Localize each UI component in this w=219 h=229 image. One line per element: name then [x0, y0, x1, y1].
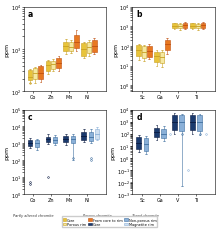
Y-axis label: ppm: ppm: [110, 145, 115, 159]
Y-axis label: ppm: ppm: [4, 145, 9, 159]
FancyBboxPatch shape: [87, 42, 91, 54]
FancyBboxPatch shape: [53, 138, 57, 144]
FancyBboxPatch shape: [178, 25, 182, 29]
FancyBboxPatch shape: [33, 69, 37, 80]
FancyBboxPatch shape: [165, 41, 170, 51]
FancyBboxPatch shape: [51, 61, 55, 69]
Text: Partly altered chromite: Partly altered chromite: [13, 213, 54, 217]
FancyBboxPatch shape: [81, 133, 86, 141]
FancyBboxPatch shape: [179, 116, 184, 131]
FancyBboxPatch shape: [71, 137, 75, 143]
Text: a: a: [28, 10, 33, 19]
FancyBboxPatch shape: [197, 116, 202, 131]
FancyBboxPatch shape: [81, 44, 86, 56]
FancyBboxPatch shape: [201, 24, 205, 29]
FancyBboxPatch shape: [38, 67, 43, 80]
FancyBboxPatch shape: [64, 42, 68, 52]
FancyBboxPatch shape: [154, 52, 159, 63]
FancyBboxPatch shape: [172, 115, 177, 131]
FancyBboxPatch shape: [172, 25, 177, 29]
FancyBboxPatch shape: [136, 46, 141, 57]
FancyBboxPatch shape: [190, 115, 195, 131]
FancyBboxPatch shape: [28, 140, 32, 146]
FancyBboxPatch shape: [46, 62, 50, 72]
Text: c: c: [28, 113, 32, 122]
FancyBboxPatch shape: [144, 139, 148, 151]
FancyBboxPatch shape: [95, 129, 99, 139]
FancyBboxPatch shape: [196, 25, 200, 29]
FancyBboxPatch shape: [190, 25, 195, 29]
Y-axis label: ppm: ppm: [4, 43, 9, 57]
Text: d: d: [136, 113, 142, 122]
Y-axis label: ppm: ppm: [113, 43, 118, 57]
FancyBboxPatch shape: [46, 137, 50, 142]
FancyBboxPatch shape: [92, 41, 97, 53]
FancyBboxPatch shape: [74, 35, 79, 49]
Text: b: b: [136, 10, 142, 19]
FancyBboxPatch shape: [69, 43, 73, 52]
FancyBboxPatch shape: [147, 46, 152, 58]
FancyBboxPatch shape: [183, 24, 187, 29]
Text: Zoned chromite: Zoned chromite: [131, 213, 159, 217]
FancyBboxPatch shape: [88, 133, 93, 141]
FancyBboxPatch shape: [160, 53, 164, 63]
FancyBboxPatch shape: [161, 129, 166, 139]
FancyBboxPatch shape: [64, 136, 68, 142]
FancyBboxPatch shape: [142, 47, 146, 59]
FancyBboxPatch shape: [35, 141, 39, 147]
FancyBboxPatch shape: [154, 128, 159, 138]
Text: Porous chromite: Porous chromite: [83, 213, 112, 217]
FancyBboxPatch shape: [56, 59, 61, 69]
FancyBboxPatch shape: [136, 138, 141, 150]
Legend: Core, Porous rim, From core to rim, Core, Non-porous rim, Magnetite rim: Core, Porous rim, From core to rim, Core…: [62, 217, 157, 227]
FancyBboxPatch shape: [28, 71, 32, 81]
